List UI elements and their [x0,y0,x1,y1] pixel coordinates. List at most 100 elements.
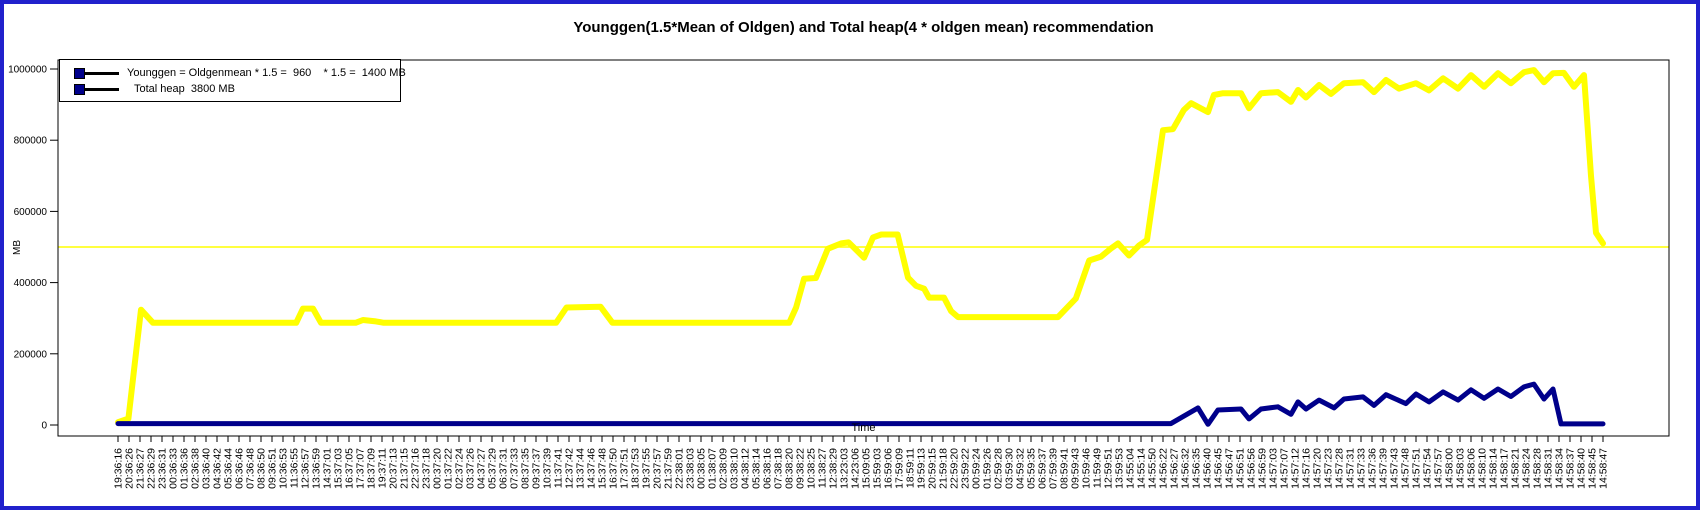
x-tick-label: 03:59:30 [1004,448,1016,489]
x-tick-label: 14:58:03 [1455,448,1467,489]
x-tick-label: 04:37:27 [476,448,488,489]
x-tick-label: 14:56:32 [1180,448,1192,489]
x-tick-label: 21:37:59 [663,448,675,489]
x-tick-label: 14:23:06 [850,448,862,489]
x-tick-label: 14:57:20 [1312,448,1324,489]
x-tick-label: 14:58:47 [1598,448,1610,489]
x-tick-label: 07:37:33 [509,448,521,489]
x-tick-label: 05:38:14 [751,448,763,489]
y-tick-label: 600000 [14,207,48,218]
x-tick-label: 15:09:05 [861,448,873,489]
x-tick-label: 00:59:24 [971,448,983,489]
x-tick-label: 14:57:28 [1334,448,1346,489]
y-tick-label: 400000 [14,278,48,289]
legend-square-icon [74,67,85,79]
x-tick-label: 20:37:13 [388,448,400,489]
x-tick-label: 14:57:54 [1422,448,1434,489]
x-tick-label: 17:37:51 [619,448,631,489]
legend-item-total-heap: Total heap 3800 MB [74,81,400,97]
x-tick-label: 19:59:13 [916,448,928,489]
x-tick-label: 04:59:32 [1015,448,1027,489]
x-tick-label: 14:57:23 [1323,448,1335,489]
x-tick-label: 14:58:28 [1532,448,1544,489]
x-tick-label: 03:37:26 [465,448,477,489]
x-tick-label: 02:37:24 [454,448,466,489]
x-tick-label: 23:36:31 [157,448,169,489]
x-tick-label: 14:56:40 [1202,448,1214,489]
x-tick-label: 14:56:59 [1257,448,1269,489]
x-tick-label: 17:59:09 [894,448,906,489]
legend-marker [74,67,119,79]
x-tick-label: 14:58:37 [1565,448,1577,489]
x-tick-label: 14:56:35 [1191,448,1203,489]
x-tick-label: 13:37:44 [575,448,587,489]
plot-frame [57,59,1670,437]
x-tick-label: 14:57:12 [1290,448,1302,489]
x-tick-label: 07:59:39 [1048,448,1060,489]
x-tick-label: 23:38:03 [685,448,697,489]
x-tick-label: 03:38:10 [729,448,741,489]
x-tick-label: 01:37:22 [443,448,455,489]
x-tick-label: 14:56:45 [1213,448,1225,489]
x-tick-label: 16:59:06 [883,448,895,489]
x-tick-label: 11:59:49 [1092,448,1104,488]
x-tick-label: 11:37:41 [553,448,565,488]
x-tick-label: 16:37:50 [608,448,620,489]
x-tick-label: 23:37:18 [421,448,433,489]
x-tick-label: 09:36:51 [267,448,279,489]
x-tick-label: 20:37:57 [652,448,664,489]
x-tick-label: 14:58:24 [1521,448,1533,489]
x-tick-label: 00:38:05 [696,448,708,489]
x-tick-label: 23:59:22 [960,448,972,489]
x-tick-label: 18:37:09 [366,448,378,489]
yellow-line [115,67,1606,426]
chart-title: Younggen(1.5*Mean of Oldgen) and Total h… [573,19,1154,36]
x-tick-label: 05:36:44 [223,448,235,489]
x-tick-label: 07:36:48 [245,448,257,489]
x-tick-label: 02:36:38 [190,448,202,489]
x-tick-label: 00:36:33 [168,448,180,489]
x-tick-label: 14:57:48 [1400,448,1412,489]
x-tick-label: 22:59:20 [949,448,961,489]
x-tick-label: 19:36:16 [113,448,125,489]
x-tick-label: 14:57:43 [1389,448,1401,489]
legend-line-icon [85,71,119,75]
x-tick-label: 09:59:43 [1070,448,1082,489]
x-tick-label: 14:57:39 [1378,448,1390,489]
x-tick-label: 16:37:05 [344,448,356,489]
y-tick-label: 200000 [14,349,48,360]
x-tick-label: 06:37:31 [498,448,510,489]
plot-svg: 0 200000 400000 600000 800000 1000000 19:36:16… [8,59,1670,489]
x-tick-label: 14:58:40 [1576,448,1588,489]
legend-item-younggen: Younggen = Oldgenmean * 1.5 = 960 * 1.5 … [74,65,406,81]
legend-square-icon [74,83,85,95]
navy-line [115,381,1606,427]
x-tick-label: 14:56:51 [1235,448,1247,489]
x-tick-label: 09:37:37 [531,448,543,489]
x-tick-label: 18:37:53 [630,448,642,489]
x-tick-label: 20:36:26 [124,448,136,489]
x-tick-label: 00:37:20 [432,448,444,489]
x-tick-label: 14:57:31 [1345,448,1357,489]
x-tick-label: 20:59:15 [927,448,939,489]
x-tick-label: 15:37:48 [597,448,609,489]
x-tick-label: 09:38:22 [795,448,807,489]
y-tick-label: 1000000 [8,65,47,76]
x-tick-label: 14:56:22 [1158,448,1170,489]
x-tick-label: 19:37:11 [377,448,389,488]
x-tick-label: 22:36:29 [146,448,158,489]
x-tick-label: 05:59:35 [1026,448,1038,489]
legend: Younggen = Oldgenmean * 1.5 = 960 * 1.5 … [59,59,406,102]
x-tick-label: 14:58:21 [1510,448,1522,489]
x-tick-label: 21:37:15 [399,448,411,489]
x-tick-label: 11:36:55 [289,448,301,488]
x-tick-label: 07:38:18 [773,448,785,489]
legend-line-icon [85,87,119,91]
x-tick-label: 14:56:27 [1169,448,1181,489]
x-tick-label: 13:23:03 [839,448,851,489]
x-tick-label: 06:59:37 [1037,448,1049,489]
x-tick-label: 12:59:51 [1103,448,1115,489]
x-tick-label: 05:37:29 [487,448,499,489]
x-tick-label: 13:59:53 [1114,448,1126,489]
